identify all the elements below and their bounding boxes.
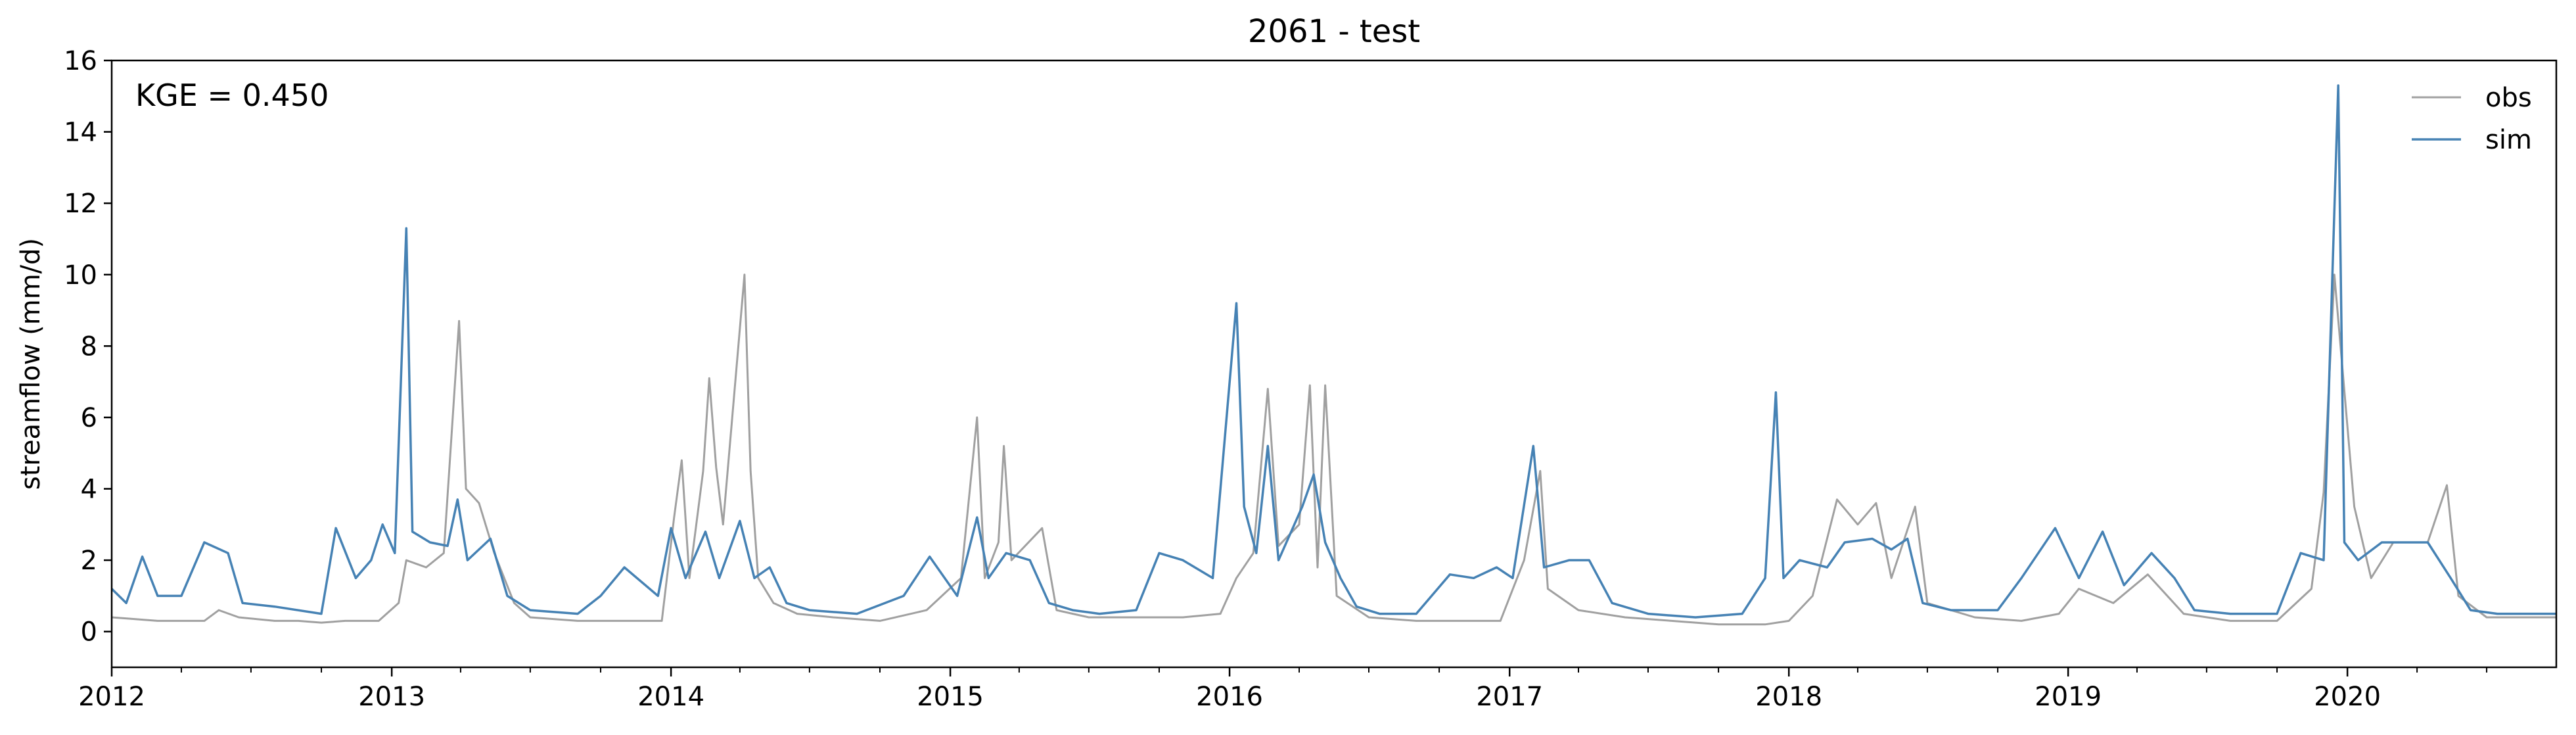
x-tick-label: 2013: [358, 682, 425, 712]
y-tick-label: 2: [81, 546, 97, 576]
y-tick-label: 6: [81, 403, 97, 433]
series-layer: [110, 84, 2556, 626]
x-tick-label: 2012: [78, 682, 145, 712]
y-tick-label: 8: [81, 331, 97, 362]
y-tick-label: 16: [64, 46, 97, 76]
plot-area: [110, 59, 2558, 669]
axes-frame: [110, 59, 2558, 669]
x-tick-label: 2020: [2314, 682, 2381, 712]
legend: obs sim: [2412, 83, 2532, 155]
x-tick-label: 2014: [637, 682, 704, 712]
y-axis: 0 2 4 6 8 10 12 14 16: [64, 46, 112, 648]
legend-label-sim: sim: [2485, 125, 2532, 155]
y-tick-label: 12: [64, 189, 97, 219]
series-line-sim: [110, 84, 2556, 619]
y-tick-label: 14: [64, 118, 97, 148]
x-axis: 2012 2013 2014 2015 2016 2017 2018 2019 2020: [78, 667, 2488, 712]
x-tick-label: 2017: [1476, 682, 1543, 712]
chart-title: 2061 - test: [1248, 13, 1420, 50]
y-axis-label: streamflow (mm/d): [16, 238, 46, 490]
series-line-obs: [111, 273, 2556, 626]
x-tick-label: 2016: [1196, 682, 1263, 712]
x-tick-label: 2019: [2035, 682, 2102, 712]
y-tick-label: 4: [81, 475, 97, 505]
kge-annotation: KGE = 0.450: [135, 78, 329, 113]
y-tick-label: 0: [81, 617, 97, 648]
y-tick-label: 10: [64, 260, 97, 291]
x-tick-label: 2015: [917, 682, 984, 712]
legend-label-obs: obs: [2485, 83, 2532, 113]
x-tick-label: 2018: [1755, 682, 1822, 712]
